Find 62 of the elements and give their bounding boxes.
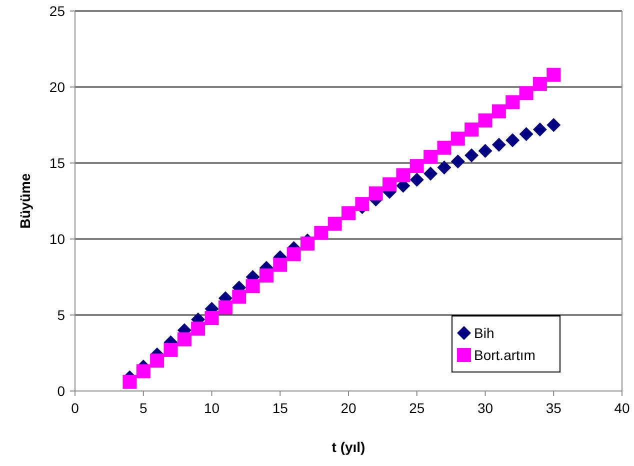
point xyxy=(382,177,397,192)
point xyxy=(437,160,452,175)
y-axis-title: Büyüme xyxy=(17,173,33,229)
point xyxy=(204,311,219,326)
point xyxy=(464,122,479,137)
point xyxy=(300,236,314,251)
point xyxy=(122,374,137,389)
point xyxy=(368,186,383,200)
point xyxy=(273,258,288,272)
point xyxy=(532,76,547,91)
point xyxy=(450,132,465,146)
point xyxy=(136,364,150,378)
point xyxy=(519,127,534,142)
point xyxy=(396,168,410,182)
x-tick-label: 35 xyxy=(546,400,562,416)
point xyxy=(478,144,492,158)
point xyxy=(314,226,328,240)
point xyxy=(259,268,274,282)
point xyxy=(506,95,520,110)
y-tick-label: 10 xyxy=(49,231,66,247)
point xyxy=(532,122,547,137)
point xyxy=(164,342,178,357)
y-tick-label: 25 xyxy=(49,3,66,19)
point xyxy=(546,118,561,132)
legend-label: Bih xyxy=(474,325,494,341)
y-tick-label: 5 xyxy=(57,307,66,323)
x-tick-label: 15 xyxy=(272,400,288,416)
point xyxy=(450,154,465,168)
point xyxy=(424,150,438,164)
point xyxy=(342,206,356,220)
point xyxy=(410,159,424,174)
point xyxy=(355,197,370,212)
point xyxy=(424,166,438,181)
point xyxy=(232,290,246,304)
x-tick-label: 10 xyxy=(204,400,220,416)
x-tick-label: 20 xyxy=(340,400,356,416)
point xyxy=(191,322,206,336)
point xyxy=(506,133,520,148)
x-axis-title: t (yıl) xyxy=(332,439,366,455)
point xyxy=(410,172,424,187)
x-tick-label: 0 xyxy=(71,400,80,416)
y-tick-label: 20 xyxy=(49,79,66,95)
legend-label: Bort.artım xyxy=(474,347,536,363)
point xyxy=(328,216,342,231)
x-tick-label: 40 xyxy=(614,400,630,416)
point xyxy=(519,86,534,100)
x-tick-label: 25 xyxy=(409,400,425,416)
point xyxy=(464,148,479,162)
y-tick-label: 15 xyxy=(49,155,66,171)
point xyxy=(478,113,492,128)
point xyxy=(286,247,301,262)
point xyxy=(492,138,506,152)
x-tick-label: 30 xyxy=(477,400,494,416)
x-tick-label: 5 xyxy=(139,400,148,416)
point xyxy=(218,300,232,314)
point xyxy=(150,354,164,368)
point xyxy=(546,68,561,82)
point xyxy=(492,104,506,118)
point xyxy=(246,279,260,294)
point xyxy=(177,332,192,346)
y-tick-label: 0 xyxy=(57,383,66,399)
point xyxy=(437,140,452,155)
